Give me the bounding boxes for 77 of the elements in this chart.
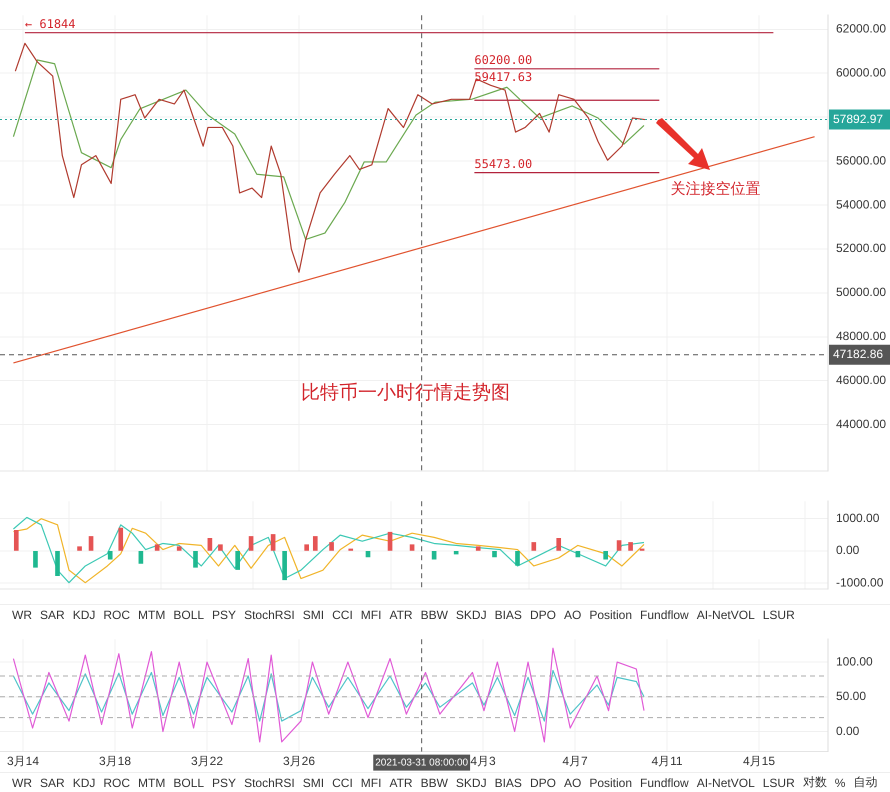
- text: SMI: [302, 608, 324, 622]
- text: AO: [564, 776, 582, 790]
- y-tick-label: -1000.00: [836, 575, 884, 590]
- y-tick-label: 1000.00: [836, 511, 880, 526]
- text: AI-NetVOL: [696, 776, 755, 790]
- y-tick-label: 50000.00: [836, 285, 886, 300]
- x-tick-label: 4月15: [742, 754, 776, 768]
- annotation: 关注接空位置: [670, 179, 760, 198]
- x-tick-label: 4月3: [470, 754, 496, 768]
- text: Fundflow: [640, 776, 689, 790]
- text: ROC: [103, 608, 130, 622]
- text: ATR: [389, 776, 413, 790]
- text: AI-NetVOL: [696, 608, 755, 622]
- y-tick-label: 54000.00: [836, 197, 886, 212]
- ref-line-label: 47182.86: [833, 347, 884, 362]
- y-tick-label: 52000.00: [836, 241, 886, 256]
- text: KDJ: [72, 608, 96, 622]
- y-tick-label: 46000.00: [836, 373, 886, 388]
- text: SKDJ: [456, 608, 487, 622]
- text: LSUR: [762, 608, 795, 622]
- text: MTM: [138, 776, 166, 790]
- text: WR: [12, 776, 32, 790]
- text: CCI: [332, 608, 353, 622]
- text: Position: [589, 608, 632, 622]
- text: SAR: [40, 776, 65, 790]
- text: LSUR: [762, 776, 795, 790]
- ref-line-label: 57892.97: [833, 112, 884, 126]
- text: SAR: [40, 608, 65, 622]
- text: MTM: [138, 608, 166, 622]
- y-tick-label: 0.00: [836, 543, 860, 558]
- text: SKDJ: [456, 776, 487, 790]
- text: %: [834, 776, 846, 790]
- text: KDJ: [72, 776, 96, 790]
- text: 自动: [853, 774, 878, 791]
- text: MFI: [360, 608, 382, 622]
- annotation: ← 61844: [24, 16, 76, 31]
- x-tick-label: 4月7: [562, 754, 588, 768]
- text: StochRSI: [244, 608, 295, 622]
- y-tick-label: 50.00: [836, 689, 866, 704]
- x-tick-label: 3月14: [6, 754, 40, 768]
- y-tick-label: 48000.00: [836, 329, 886, 344]
- annotation: 60200.00: [474, 52, 532, 67]
- x-tick-label: 3月22: [190, 754, 224, 768]
- y-tick-label: 60000.00: [836, 66, 886, 80]
- text: BOLL: [173, 776, 204, 790]
- text: 比特币一小时行情走势图: [301, 381, 510, 404]
- text: BIAS: [494, 608, 522, 622]
- x-tick-label: 4月11: [651, 754, 683, 768]
- y-tick-label: 100.00: [836, 654, 874, 668]
- text: AO: [564, 608, 582, 622]
- text: StochRSI: [244, 776, 295, 790]
- text: DPO: [530, 608, 556, 622]
- text: PSY: [212, 776, 236, 790]
- x-tick-label: 3月18: [98, 754, 132, 768]
- text: BBW: [420, 608, 448, 622]
- ref-line-label: 2021-03-31 08:00:00: [375, 757, 469, 768]
- x-tick-label: 3月26: [282, 754, 316, 768]
- annotation: 55473.00: [474, 156, 532, 171]
- y-tick-label: 56000.00: [836, 153, 886, 168]
- y-tick-label: 62000.00: [836, 22, 886, 36]
- text: Position: [589, 776, 632, 790]
- text: ATR: [389, 608, 413, 622]
- annotation: 59417.63: [474, 70, 532, 84]
- text: BBW: [420, 776, 448, 790]
- text: DPO: [530, 776, 556, 790]
- y-tick-label: 0.00: [836, 724, 860, 738]
- text: SMI: [302, 776, 324, 790]
- text: CCI: [332, 776, 353, 790]
- text: BOLL: [173, 608, 204, 622]
- text: 对数: [802, 774, 827, 791]
- text: WR: [12, 608, 32, 622]
- text: ROC: [103, 776, 130, 790]
- text: MFI: [360, 776, 382, 790]
- text: Fundflow: [640, 608, 689, 622]
- text: BIAS: [494, 776, 522, 790]
- text: PSY: [212, 608, 236, 622]
- y-tick-label: 44000.00: [836, 416, 886, 431]
